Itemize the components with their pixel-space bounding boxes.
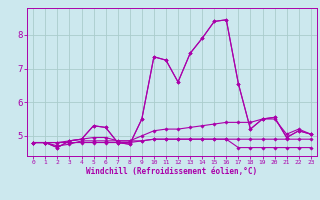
X-axis label: Windchill (Refroidissement éolien,°C): Windchill (Refroidissement éolien,°C) bbox=[86, 167, 258, 176]
